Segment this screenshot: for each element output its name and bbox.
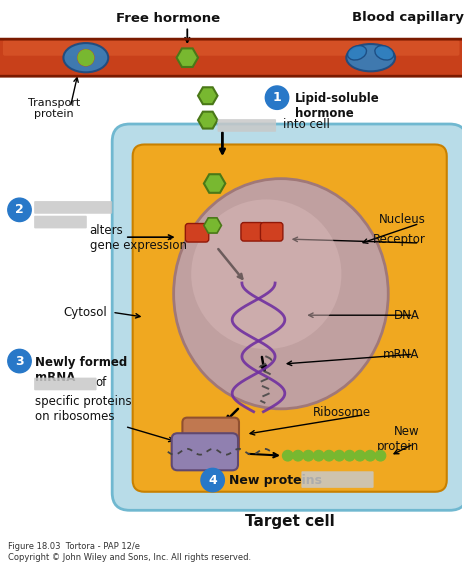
Text: 3: 3 bbox=[15, 355, 24, 368]
FancyBboxPatch shape bbox=[34, 216, 87, 228]
FancyBboxPatch shape bbox=[34, 377, 97, 391]
Text: Transport
protein: Transport protein bbox=[27, 98, 80, 119]
Circle shape bbox=[201, 468, 224, 492]
Text: of: of bbox=[96, 376, 107, 389]
Text: Nucleus: Nucleus bbox=[378, 213, 425, 226]
FancyBboxPatch shape bbox=[34, 201, 112, 214]
Text: specific proteins
on ribosomes: specific proteins on ribosomes bbox=[35, 395, 132, 423]
Circle shape bbox=[324, 451, 334, 461]
FancyBboxPatch shape bbox=[172, 433, 238, 471]
Circle shape bbox=[365, 451, 375, 461]
FancyBboxPatch shape bbox=[182, 417, 239, 453]
FancyBboxPatch shape bbox=[112, 124, 467, 510]
Text: Lipid-soluble
hormone: Lipid-soluble hormone bbox=[294, 92, 379, 120]
Text: Receptor: Receptor bbox=[373, 232, 425, 246]
Text: Free hormone: Free hormone bbox=[116, 12, 220, 25]
Text: Ribosome: Ribosome bbox=[312, 406, 371, 419]
Text: Blood capillary: Blood capillary bbox=[352, 11, 464, 24]
Text: Target cell: Target cell bbox=[245, 514, 335, 529]
Circle shape bbox=[355, 451, 365, 461]
Text: into cell: into cell bbox=[283, 119, 330, 131]
Circle shape bbox=[313, 451, 324, 461]
Circle shape bbox=[344, 451, 355, 461]
Text: Figure 18.03  Tortora - PAP 12/e
Copyright © John Wiley and Sons, Inc. All right: Figure 18.03 Tortora - PAP 12/e Copyrigh… bbox=[8, 542, 251, 562]
Text: 1: 1 bbox=[273, 91, 282, 104]
FancyBboxPatch shape bbox=[185, 223, 209, 242]
FancyBboxPatch shape bbox=[241, 223, 264, 241]
Text: mRNA: mRNA bbox=[383, 348, 419, 361]
Circle shape bbox=[303, 451, 314, 461]
Circle shape bbox=[265, 86, 289, 110]
FancyBboxPatch shape bbox=[301, 471, 374, 488]
Text: DNA: DNA bbox=[393, 309, 419, 321]
FancyBboxPatch shape bbox=[260, 223, 283, 241]
Text: New
protein: New protein bbox=[377, 425, 419, 453]
Ellipse shape bbox=[375, 46, 394, 60]
Circle shape bbox=[283, 451, 293, 461]
Circle shape bbox=[8, 349, 31, 373]
Ellipse shape bbox=[64, 43, 108, 73]
Text: alters
gene expression: alters gene expression bbox=[90, 224, 187, 252]
Ellipse shape bbox=[346, 44, 395, 71]
Circle shape bbox=[375, 451, 386, 461]
FancyBboxPatch shape bbox=[3, 40, 459, 56]
Circle shape bbox=[334, 451, 345, 461]
Ellipse shape bbox=[173, 179, 388, 409]
Circle shape bbox=[78, 50, 94, 66]
FancyBboxPatch shape bbox=[0, 39, 467, 76]
Text: 2: 2 bbox=[15, 203, 24, 216]
Text: 4: 4 bbox=[208, 473, 217, 486]
Ellipse shape bbox=[191, 199, 341, 349]
Text: Cytosol: Cytosol bbox=[64, 306, 107, 319]
Circle shape bbox=[292, 451, 303, 461]
Text: Newly formed
mRNA: Newly formed mRNA bbox=[35, 356, 128, 384]
Text: New proteins: New proteins bbox=[229, 473, 322, 486]
FancyBboxPatch shape bbox=[218, 119, 276, 132]
Circle shape bbox=[8, 198, 31, 222]
FancyBboxPatch shape bbox=[133, 144, 447, 492]
Ellipse shape bbox=[77, 49, 95, 66]
Ellipse shape bbox=[347, 46, 366, 60]
